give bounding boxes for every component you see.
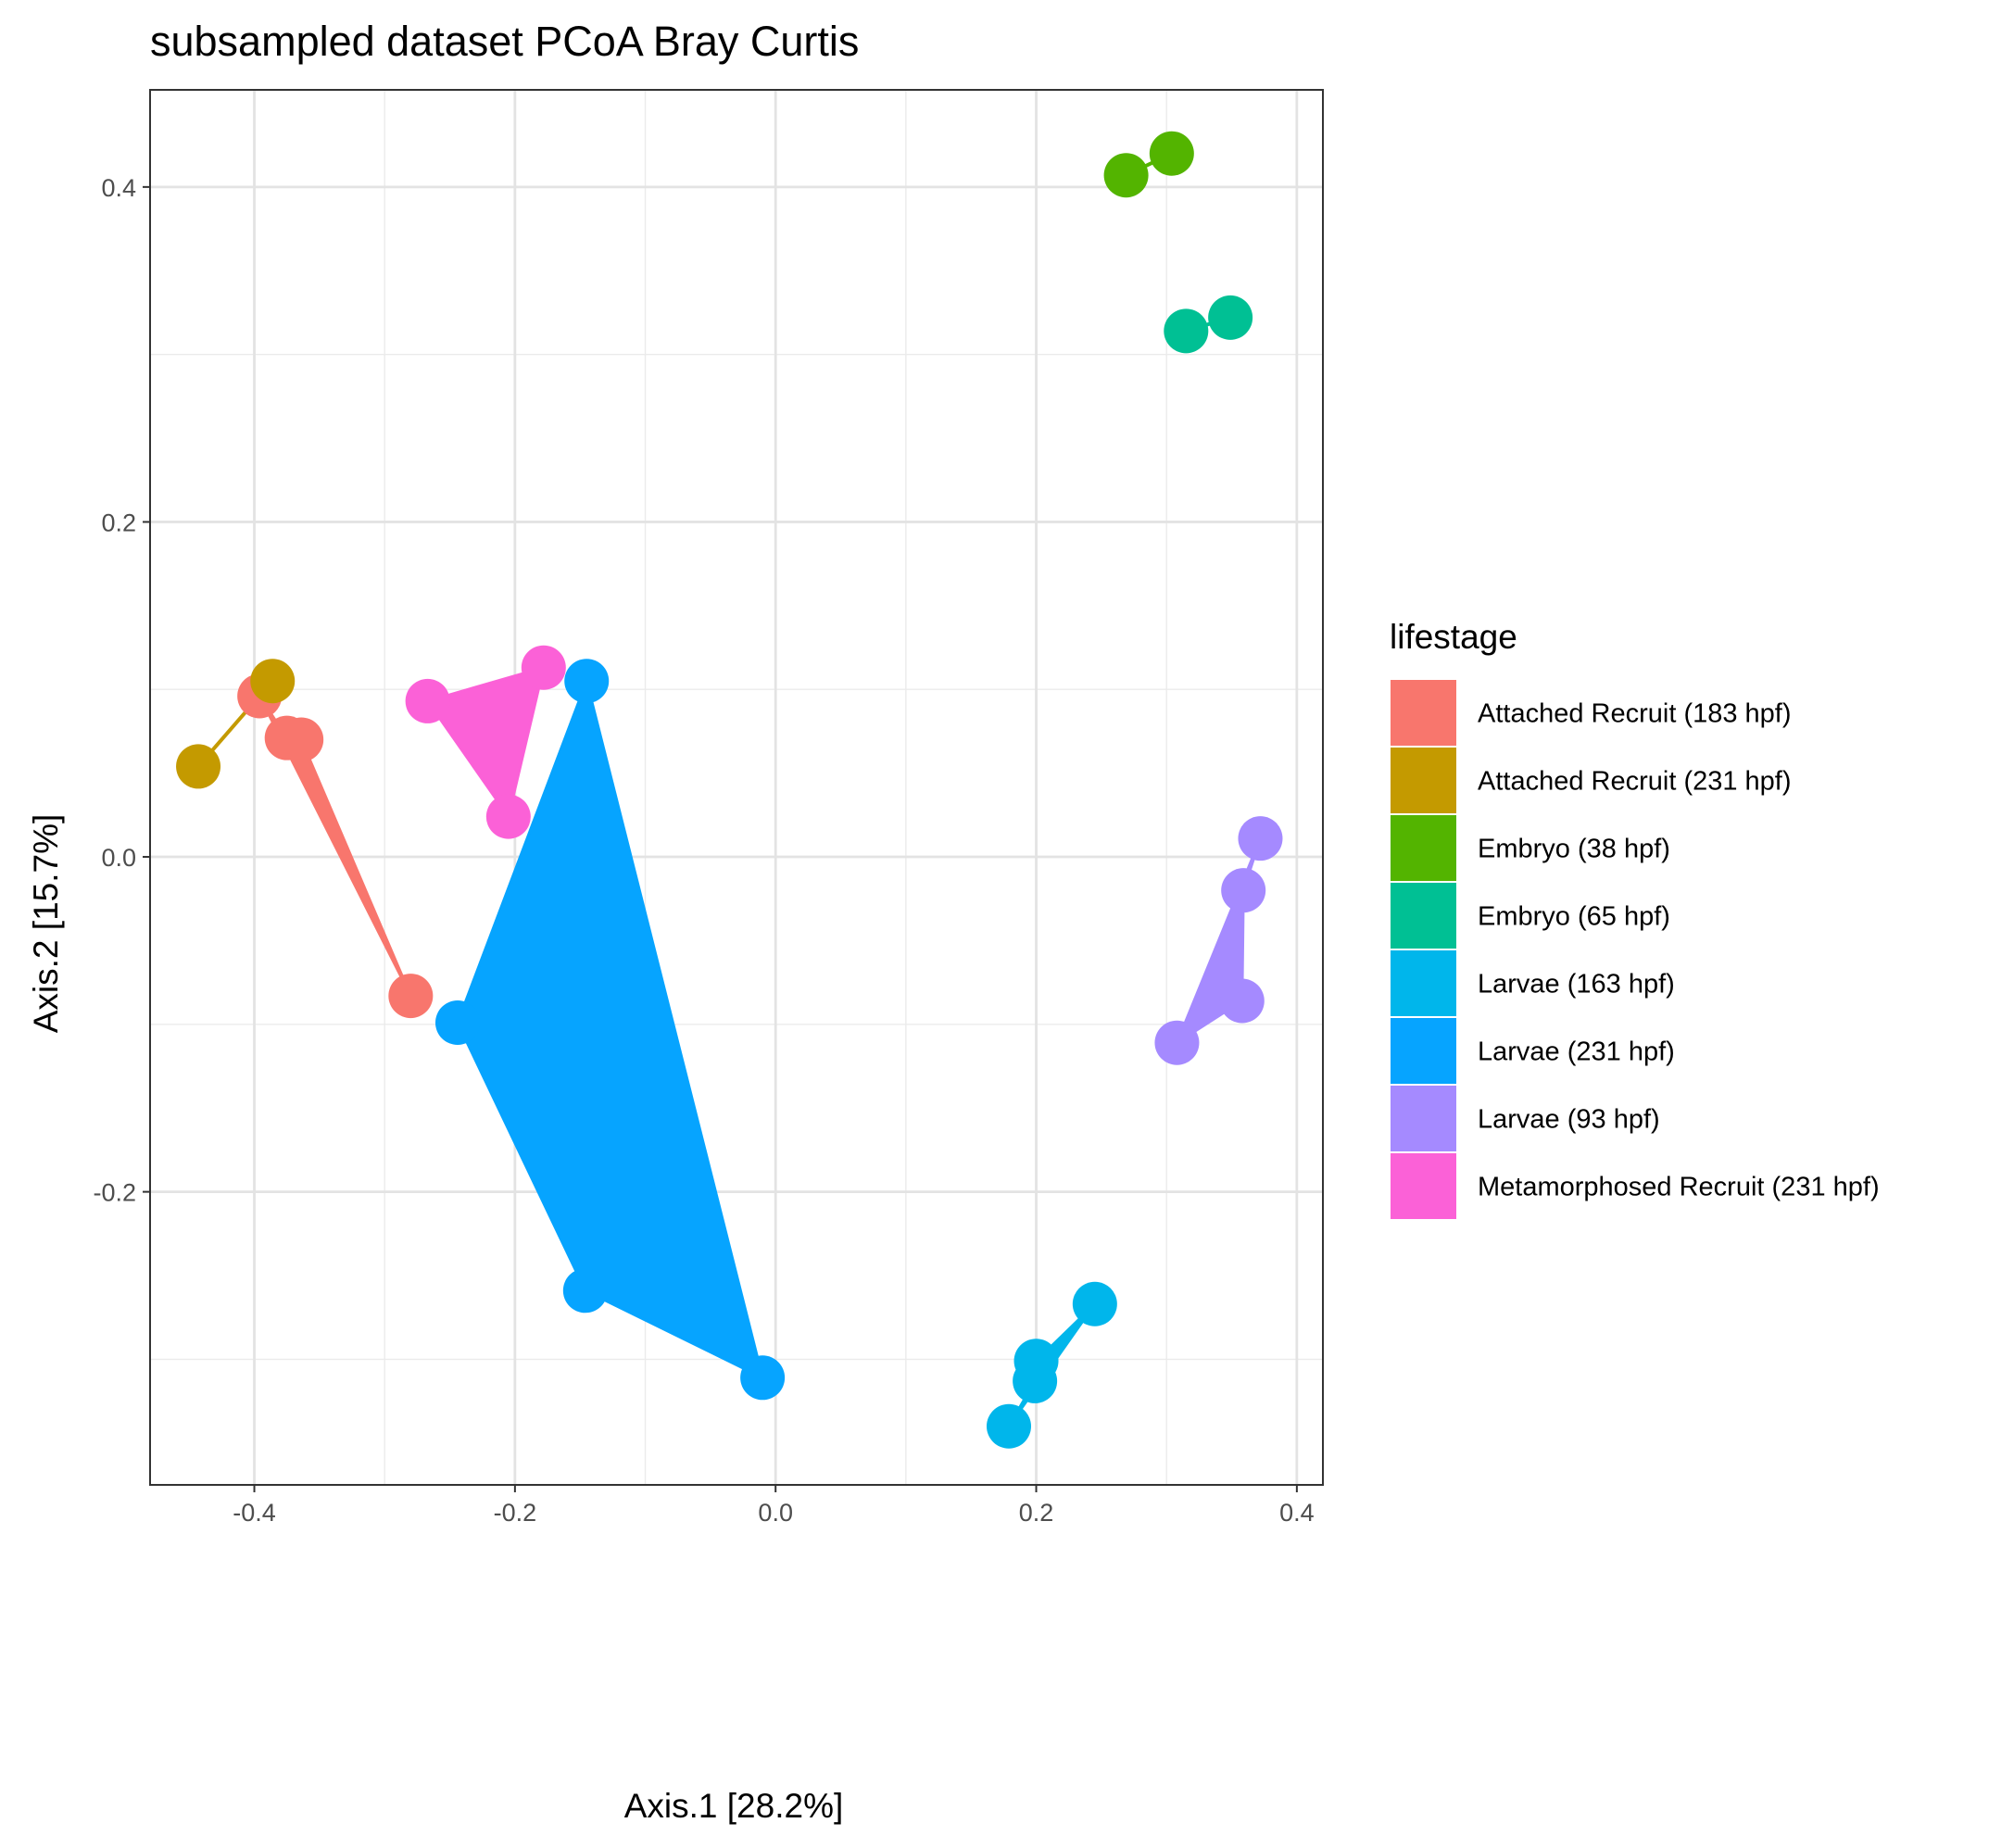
data-point <box>740 1355 786 1401</box>
x-axis-title: Axis.1 [28.2%] <box>624 1787 844 1825</box>
group-hull <box>426 666 546 819</box>
x-tick-label: 0.4 <box>1279 1499 1315 1527</box>
data-point <box>1164 308 1209 354</box>
chart-title: subsampled dataset PCoA Bray Curtis <box>150 18 859 65</box>
legend-key <box>1389 1016 1458 1086</box>
legend-label: Attached Recruit (231 hpf) <box>1478 767 1792 797</box>
data-point <box>250 659 296 704</box>
data-point <box>1013 1339 1059 1384</box>
data-point <box>176 744 221 789</box>
data-point <box>1238 816 1283 861</box>
y-tick-label: 0.4 <box>101 174 136 202</box>
legend-key <box>1389 813 1458 883</box>
x-tick-label: -0.2 <box>494 1499 537 1527</box>
data-point <box>279 717 324 762</box>
legend-label: Attached Recruit (183 hpf) <box>1478 699 1792 729</box>
data-point <box>405 678 450 723</box>
data-point <box>1103 153 1149 198</box>
legend-key <box>1389 1151 1458 1221</box>
data-point <box>1221 868 1266 913</box>
data-point <box>1149 131 1194 176</box>
data-point <box>1208 295 1253 340</box>
data-point <box>434 1000 480 1046</box>
data-point <box>1219 978 1265 1024</box>
legend-key <box>1389 949 1458 1018</box>
y-axis-title: Axis.2 [15.7%] <box>27 814 65 1034</box>
legend-key <box>1389 1084 1458 1153</box>
x-tick-label: 0.0 <box>758 1499 793 1527</box>
data-point <box>1072 1281 1117 1326</box>
data-point <box>562 1268 608 1314</box>
legend-label: Embryo (65 hpf) <box>1478 902 1670 932</box>
data-point <box>521 645 566 690</box>
data-point <box>388 974 434 1019</box>
x-tick-label: -0.4 <box>233 1499 276 1527</box>
legend-label: Larvae (163 hpf) <box>1478 970 1675 999</box>
plot-area: -0.4 -0.2 0.0 0.2 0.4 -0.2 0.0 0.2 0.4 <box>93 89 1324 1527</box>
y-tick-label: -0.2 <box>93 1179 136 1207</box>
y-tick-label: 0.2 <box>101 509 136 536</box>
y-tick-label: 0.0 <box>101 844 136 872</box>
data-point <box>564 659 610 704</box>
legend: lifestage Attached Recruit (183 hpf) Atta… <box>1389 618 1880 1221</box>
legend-key <box>1389 678 1458 748</box>
data-point <box>485 794 531 839</box>
data-point <box>986 1403 1031 1449</box>
panel-border <box>149 89 1324 1486</box>
data-point <box>1154 1020 1200 1065</box>
legend-label: Larvae (93 hpf) <box>1478 1105 1660 1135</box>
x-tick-label: 0.2 <box>1019 1499 1054 1527</box>
legend-key <box>1389 881 1458 950</box>
legend-title: lifestage <box>1390 618 1517 656</box>
legend-key <box>1389 746 1458 815</box>
legend-label: Embryo (38 hpf) <box>1478 835 1670 864</box>
legend-label: Metamorphosed Recruit (231 hpf) <box>1478 1173 1880 1202</box>
legend-label: Larvae (231 hpf) <box>1478 1037 1675 1067</box>
